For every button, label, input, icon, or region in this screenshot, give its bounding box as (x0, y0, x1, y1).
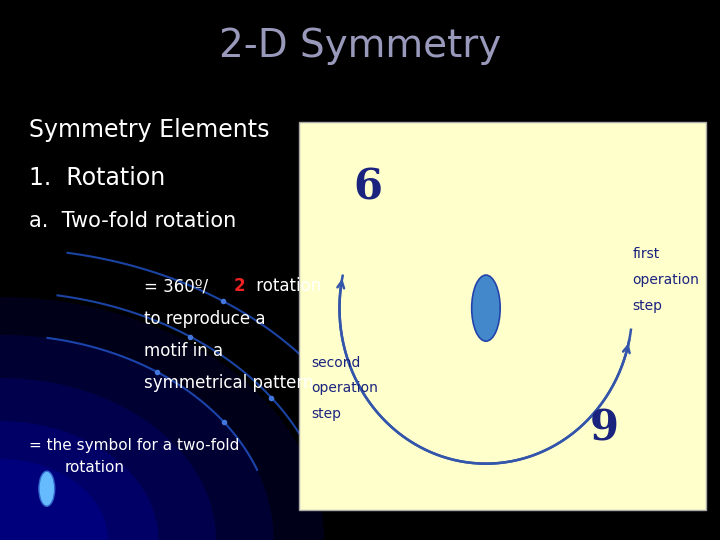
Text: = the symbol for a two-fold: = the symbol for a two-fold (29, 438, 239, 453)
Text: 2-D Symmetry: 2-D Symmetry (219, 27, 501, 65)
Text: step: step (311, 407, 341, 421)
Text: first: first (632, 247, 660, 261)
Text: 9: 9 (590, 408, 618, 450)
Text: a.  Two-fold rotation: a. Two-fold rotation (29, 211, 236, 232)
Text: second: second (311, 355, 361, 369)
Text: operation: operation (632, 273, 699, 287)
Circle shape (0, 335, 274, 540)
Text: 1.  Rotation: 1. Rotation (29, 166, 165, 190)
Text: rotation: rotation (251, 277, 321, 295)
Text: motif in a: motif in a (144, 342, 223, 360)
Text: step: step (632, 299, 662, 313)
Text: 2: 2 (234, 277, 246, 295)
Text: = 360º/: = 360º/ (144, 277, 208, 295)
Circle shape (0, 378, 216, 540)
Text: operation: operation (311, 381, 378, 395)
Ellipse shape (472, 275, 500, 341)
Text: rotation: rotation (65, 460, 125, 475)
Text: Symmetry Elements: Symmetry Elements (29, 118, 269, 141)
Text: symmetrical pattern: symmetrical pattern (144, 374, 313, 393)
Ellipse shape (39, 471, 55, 507)
Circle shape (0, 297, 324, 540)
Circle shape (0, 421, 158, 540)
Text: to reproduce a: to reproduce a (144, 309, 266, 328)
Bar (299, 122, 706, 510)
Text: 6: 6 (354, 166, 382, 208)
Circle shape (0, 459, 108, 540)
